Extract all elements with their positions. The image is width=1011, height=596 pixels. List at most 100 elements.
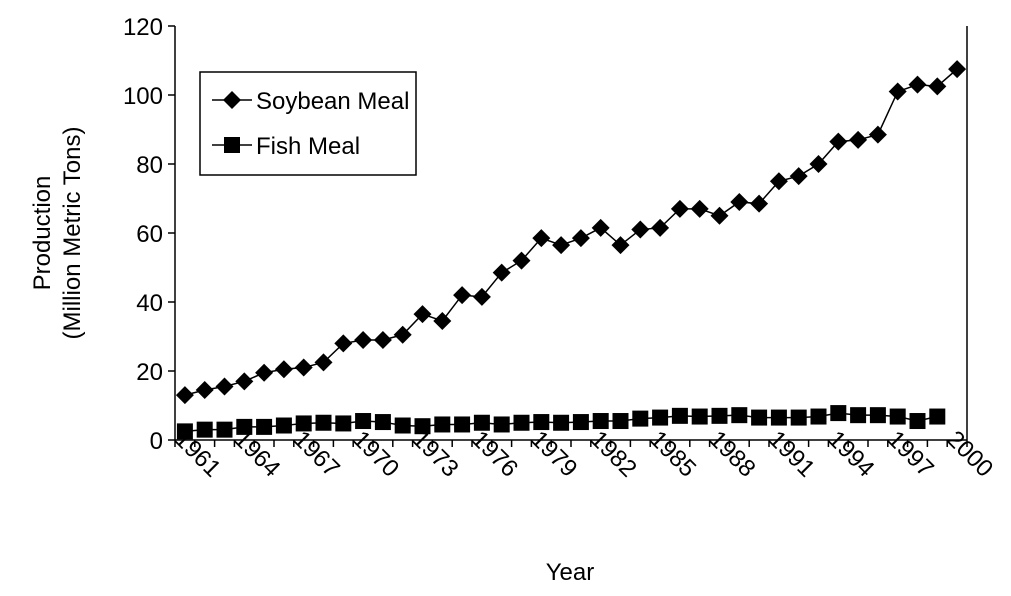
data-point [216,421,233,438]
data-point [236,418,253,435]
y-tick-label: 20 [136,359,163,386]
x-tick-label: 1976 [466,426,523,483]
data-point [691,408,708,425]
data-point [176,423,193,440]
data-point [532,229,551,248]
data-point [592,413,609,430]
data-point [652,409,669,426]
data-point [393,325,412,344]
data-point [809,155,828,173]
legend-label: Fish Meal [256,133,360,160]
data-point [454,416,471,433]
data-point [472,287,491,306]
legend-marker [223,91,241,109]
data-point [274,360,293,379]
data-point [492,263,511,282]
y-tick-label: 100 [123,83,163,110]
data-point [790,409,807,426]
data-point [355,413,372,430]
data-point [215,377,234,396]
y-axis-label-line: Production [29,176,56,291]
legend-box [199,71,417,176]
data-point [770,409,787,426]
data-point [611,236,630,255]
data-point [591,218,610,237]
x-tick-label: 1967 [288,426,345,483]
data-point [373,330,392,349]
data-point [730,192,749,211]
data-point [849,130,868,149]
data-point [948,60,967,79]
data-point [869,407,886,424]
data-point [710,206,729,225]
x-tick-label: 1997 [882,426,939,483]
x-tick-label: 2000 [941,426,998,483]
data-point [631,220,650,239]
data-point [235,372,254,391]
data-point [850,407,867,424]
data-point [433,311,452,330]
data-point [275,417,292,434]
y-axis-label: Production (Million Metric Tons) [29,127,86,340]
series-line [184,68,958,396]
data-point [571,229,590,248]
data-point [493,416,510,433]
data-point [789,167,808,186]
data-point [889,408,906,425]
data-point [315,414,332,431]
data-point [453,286,472,305]
data-point [908,75,927,94]
data-point [632,410,649,427]
data-point [256,418,273,435]
y-tick-label: 40 [136,290,163,317]
data-point [612,413,629,430]
data-point [830,405,847,422]
x-axis-label: Year [546,559,595,586]
legend-marker [224,137,240,153]
data-point [711,407,728,424]
data-point [354,330,373,349]
data-point [195,380,214,399]
data-point [909,413,926,430]
x-tick-label: 1979 [526,426,583,483]
data-point [651,218,670,237]
data-point [552,236,571,255]
data-point [255,363,274,382]
data-point [670,199,689,218]
data-point [473,414,490,431]
data-point [769,172,788,191]
data-point [295,415,312,432]
data-point [731,407,748,424]
data-point [690,199,709,218]
data-point [868,125,887,144]
y-tick-label: 120 [123,14,163,41]
data-point [512,251,531,270]
data-point [414,418,431,435]
data-point [572,414,589,431]
data-point [196,421,213,438]
data-point [294,358,313,377]
x-tick-label: 1988 [704,426,761,483]
data-point [374,414,391,431]
y-axis-label-line: (Million Metric Tons) [59,127,86,340]
data-point [513,414,530,431]
y-tick-label: 0 [150,428,163,455]
data-point [810,408,827,425]
data-point [671,407,688,424]
x-tick-label: 1970 [347,426,404,483]
data-point [553,414,570,431]
data-point [175,386,194,405]
x-tick-label: 1982 [585,426,642,483]
data-point [928,77,947,96]
x-tick-label: 1985 [644,426,701,483]
data-point [750,194,769,213]
y-tick-label: 60 [136,221,163,248]
data-point [335,415,352,432]
data-point [751,409,768,426]
data-point [929,408,946,425]
data-point [334,334,353,353]
legend-label: Soybean Meal [256,88,409,115]
x-tick-label: 1994 [823,426,880,483]
y-tick-label: 80 [136,152,163,179]
